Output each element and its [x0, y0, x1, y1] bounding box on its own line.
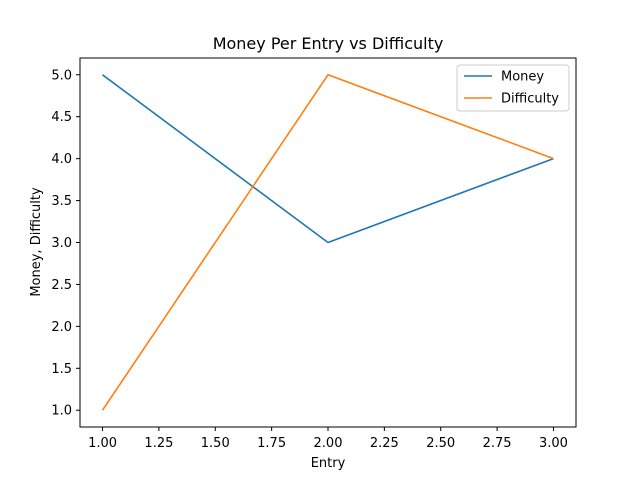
plot-frame: [79, 57, 577, 428]
y-tick-label: 2.5: [51, 278, 72, 293]
y-tick-label: 3.5: [51, 194, 72, 209]
x-tick-label: 3.00: [539, 436, 568, 451]
series-line-money: [102, 74, 554, 244]
y-tick-label: 1.5: [51, 362, 72, 377]
legend: Money Difficulty: [456, 64, 570, 112]
legend-label-difficulty: Difficulty: [501, 92, 559, 107]
y-tick-label: 2.0: [51, 320, 72, 335]
y-axis-label: Money, Difficulty: [29, 187, 44, 297]
y-tick-label: 3.0: [51, 236, 72, 251]
series-line-difficulty: [101, 74, 554, 411]
chart-title: Money Per Entry vs Difficulty: [213, 34, 444, 53]
x-axis-ticks: 1.00 1.25 1.50 1.75 2.00 2.25 2.50 2.75 3.00: [88, 427, 568, 451]
x-tick-label: 2.50: [426, 436, 455, 451]
x-axis-label: Entry: [311, 456, 346, 471]
series-lines: [101, 74, 554, 411]
x-tick-label: 1.75: [257, 436, 286, 451]
y-tick-label: 4.5: [51, 110, 72, 125]
x-tick-label: 2.75: [483, 436, 512, 451]
x-tick-label: 2.25: [370, 436, 399, 451]
y-tick-label: 1.0: [51, 404, 72, 419]
x-tick-label: 2.00: [314, 436, 343, 451]
y-tick-label: 5.0: [51, 68, 72, 83]
y-axis-ticks: 1.0 1.5 2.0 2.5 3.0 3.5 4.0 4.5 5.0: [51, 68, 80, 419]
x-tick-label: 1.50: [201, 436, 230, 451]
legend-label-money: Money: [501, 70, 544, 85]
y-tick-label: 4.0: [51, 152, 72, 167]
x-tick-label: 1.00: [88, 436, 117, 451]
x-tick-label: 1.25: [144, 436, 173, 451]
